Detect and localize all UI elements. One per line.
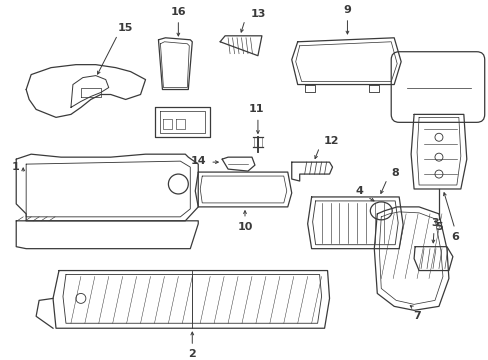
Text: 1: 1 [11, 162, 19, 172]
Text: 12: 12 [323, 136, 339, 146]
Text: 15: 15 [118, 23, 133, 33]
Text: 9: 9 [343, 5, 351, 15]
Text: 3: 3 [430, 218, 438, 228]
Text: 4: 4 [355, 186, 363, 196]
Text: 14: 14 [190, 156, 205, 166]
Text: 6: 6 [450, 232, 458, 242]
Text: 13: 13 [250, 9, 265, 19]
Text: 7: 7 [412, 311, 420, 321]
Text: 5: 5 [434, 222, 442, 232]
Text: 16: 16 [170, 7, 186, 17]
FancyBboxPatch shape [390, 52, 484, 122]
Text: 11: 11 [248, 104, 263, 114]
Text: 8: 8 [390, 168, 398, 178]
Text: 10: 10 [237, 222, 252, 232]
Text: 2: 2 [188, 349, 196, 359]
